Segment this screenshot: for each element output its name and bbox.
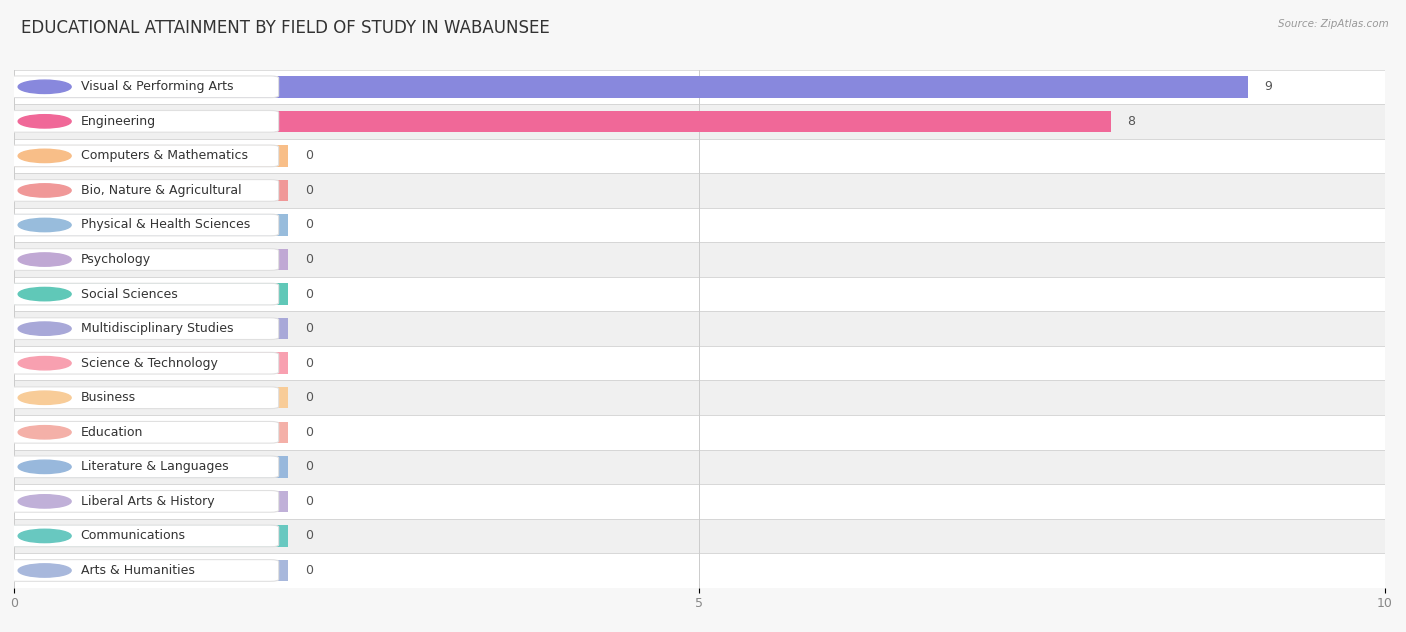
FancyBboxPatch shape: [8, 111, 278, 132]
Text: 0: 0: [305, 253, 312, 266]
Bar: [14, 560, 288, 581]
Text: Multidisciplinary Studies: Multidisciplinary Studies: [80, 322, 233, 335]
Bar: [14, 456, 288, 478]
Bar: [14, 208, 1385, 242]
Bar: [14, 214, 288, 236]
Text: Source: ZipAtlas.com: Source: ZipAtlas.com: [1278, 19, 1389, 29]
Text: Engineering: Engineering: [80, 115, 156, 128]
Text: Physical & Health Sciences: Physical & Health Sciences: [80, 219, 250, 231]
Text: 0: 0: [305, 564, 312, 577]
Text: 0: 0: [305, 530, 312, 542]
Bar: [14, 353, 288, 374]
Circle shape: [18, 460, 72, 473]
Bar: [14, 138, 1385, 173]
FancyBboxPatch shape: [8, 559, 278, 581]
Text: 0: 0: [305, 322, 312, 335]
Text: Visual & Performing Arts: Visual & Performing Arts: [80, 80, 233, 94]
Text: 8: 8: [1128, 115, 1135, 128]
Text: Social Sciences: Social Sciences: [80, 288, 177, 301]
Circle shape: [18, 288, 72, 301]
Bar: [14, 387, 288, 408]
Text: Computers & Mathematics: Computers & Mathematics: [80, 149, 247, 162]
Bar: [14, 249, 288, 270]
Bar: [14, 283, 288, 305]
Bar: [14, 173, 1385, 208]
Text: 0: 0: [305, 391, 312, 404]
FancyBboxPatch shape: [8, 352, 278, 374]
Circle shape: [18, 114, 72, 128]
Bar: [14, 70, 1385, 104]
Text: 0: 0: [305, 149, 312, 162]
FancyBboxPatch shape: [8, 422, 278, 443]
Circle shape: [18, 564, 72, 577]
Text: 0: 0: [305, 288, 312, 301]
Text: 0: 0: [305, 495, 312, 508]
Bar: [14, 312, 1385, 346]
FancyBboxPatch shape: [8, 145, 278, 167]
Bar: [14, 104, 1385, 138]
FancyBboxPatch shape: [8, 179, 278, 202]
Circle shape: [18, 184, 72, 197]
Circle shape: [18, 218, 72, 232]
Circle shape: [18, 391, 72, 404]
Text: 9: 9: [1264, 80, 1272, 94]
FancyBboxPatch shape: [8, 76, 278, 98]
Circle shape: [18, 322, 72, 336]
Bar: [14, 111, 1111, 132]
Circle shape: [18, 356, 72, 370]
Circle shape: [18, 529, 72, 543]
FancyBboxPatch shape: [8, 387, 278, 409]
Bar: [14, 415, 1385, 449]
Text: Communications: Communications: [80, 530, 186, 542]
Text: Bio, Nature & Agricultural: Bio, Nature & Agricultural: [80, 184, 242, 197]
Text: 0: 0: [305, 460, 312, 473]
Circle shape: [18, 425, 72, 439]
Text: Psychology: Psychology: [80, 253, 150, 266]
Bar: [14, 346, 1385, 380]
Bar: [14, 242, 1385, 277]
Text: 0: 0: [305, 426, 312, 439]
Bar: [14, 525, 288, 547]
Bar: [14, 145, 288, 167]
Circle shape: [18, 253, 72, 266]
Text: Business: Business: [80, 391, 136, 404]
Text: 0: 0: [305, 184, 312, 197]
Text: Science & Technology: Science & Technology: [80, 356, 218, 370]
Text: Liberal Arts & History: Liberal Arts & History: [80, 495, 214, 508]
Bar: [14, 277, 1385, 312]
Bar: [14, 490, 288, 512]
Bar: [14, 422, 288, 443]
Circle shape: [18, 149, 72, 162]
Text: Education: Education: [80, 426, 143, 439]
FancyBboxPatch shape: [8, 525, 278, 547]
Bar: [14, 484, 1385, 519]
Bar: [14, 553, 1385, 588]
Text: EDUCATIONAL ATTAINMENT BY FIELD OF STUDY IN WABAUNSEE: EDUCATIONAL ATTAINMENT BY FIELD OF STUDY…: [21, 19, 550, 37]
FancyBboxPatch shape: [8, 214, 278, 236]
FancyBboxPatch shape: [8, 490, 278, 513]
Text: 0: 0: [305, 219, 312, 231]
Bar: [14, 380, 1385, 415]
FancyBboxPatch shape: [8, 248, 278, 270]
Bar: [14, 449, 1385, 484]
Circle shape: [18, 495, 72, 508]
FancyBboxPatch shape: [8, 318, 278, 339]
FancyBboxPatch shape: [8, 456, 278, 478]
Text: 0: 0: [305, 356, 312, 370]
Text: Arts & Humanities: Arts & Humanities: [80, 564, 194, 577]
Bar: [14, 318, 288, 339]
Bar: [14, 179, 288, 201]
Text: Literature & Languages: Literature & Languages: [80, 460, 228, 473]
FancyBboxPatch shape: [8, 283, 278, 305]
Circle shape: [18, 80, 72, 94]
Bar: [14, 76, 1249, 97]
Bar: [14, 519, 1385, 553]
